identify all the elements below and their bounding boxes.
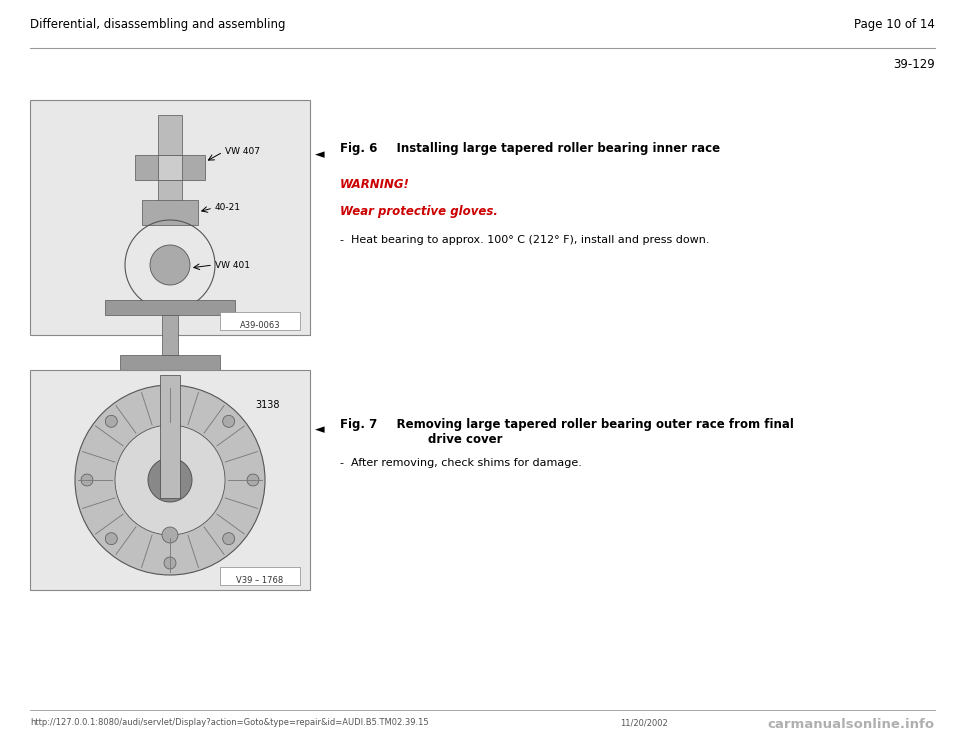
Text: WARNING!: WARNING! (340, 178, 410, 191)
Bar (220, 312, 300, 330)
Circle shape (223, 416, 234, 427)
Bar (158, 155, 182, 180)
Text: Differential, disassembling and assembling: Differential, disassembling and assembli… (30, 18, 285, 31)
Text: -  After removing, check shims for damage.: - After removing, check shims for damage… (340, 458, 582, 468)
Bar (30, 370, 310, 590)
Text: V39 – 1768: V39 – 1768 (236, 576, 283, 585)
Text: Fig. 7: Fig. 7 (340, 418, 377, 431)
Circle shape (106, 533, 117, 545)
Circle shape (247, 474, 259, 486)
Text: A39-0063: A39-0063 (240, 321, 280, 330)
Text: http://127.0.0.1:8080/audi/servlet/Display?action=Goto&type=repair&id=AUDI.B5.TM: http://127.0.0.1:8080/audi/servlet/Displ… (30, 718, 428, 727)
Bar (220, 567, 300, 585)
Text: 11/20/2002: 11/20/2002 (620, 718, 668, 727)
Text: drive cover: drive cover (428, 433, 502, 446)
Text: Wear protective gloves.: Wear protective gloves. (340, 205, 498, 218)
Circle shape (164, 391, 176, 403)
Circle shape (150, 245, 190, 285)
Circle shape (148, 458, 192, 502)
Bar (142, 200, 198, 225)
Circle shape (81, 474, 93, 486)
Circle shape (115, 425, 225, 535)
Text: ◄: ◄ (315, 424, 324, 436)
Text: Page 10 of 14: Page 10 of 14 (854, 18, 935, 31)
Bar (158, 115, 182, 215)
Bar (135, 155, 205, 180)
Bar (120, 355, 220, 375)
Text: VW 401: VW 401 (215, 260, 250, 269)
Text: 3138: 3138 (255, 400, 279, 410)
Bar (160, 375, 180, 498)
Text: Fig. 6: Fig. 6 (340, 142, 377, 155)
Circle shape (164, 557, 176, 569)
Text: VW 407: VW 407 (225, 148, 260, 157)
Circle shape (106, 416, 117, 427)
Bar (30, 100, 310, 335)
Bar (162, 315, 178, 355)
Text: Installing large tapered roller bearing inner race: Installing large tapered roller bearing … (380, 142, 720, 155)
Text: ◄: ◄ (315, 148, 324, 162)
Circle shape (223, 533, 234, 545)
Bar (105, 300, 235, 315)
Circle shape (75, 385, 265, 575)
Text: carmanualsonline.info: carmanualsonline.info (768, 718, 935, 731)
Circle shape (162, 527, 178, 543)
Text: -  Heat bearing to approx. 100° C (212° F), install and press down.: - Heat bearing to approx. 100° C (212° F… (340, 235, 709, 245)
Text: 40-21: 40-21 (215, 203, 241, 212)
Text: Removing large tapered roller bearing outer race from final: Removing large tapered roller bearing ou… (380, 418, 794, 431)
Text: 39-129: 39-129 (893, 58, 935, 71)
